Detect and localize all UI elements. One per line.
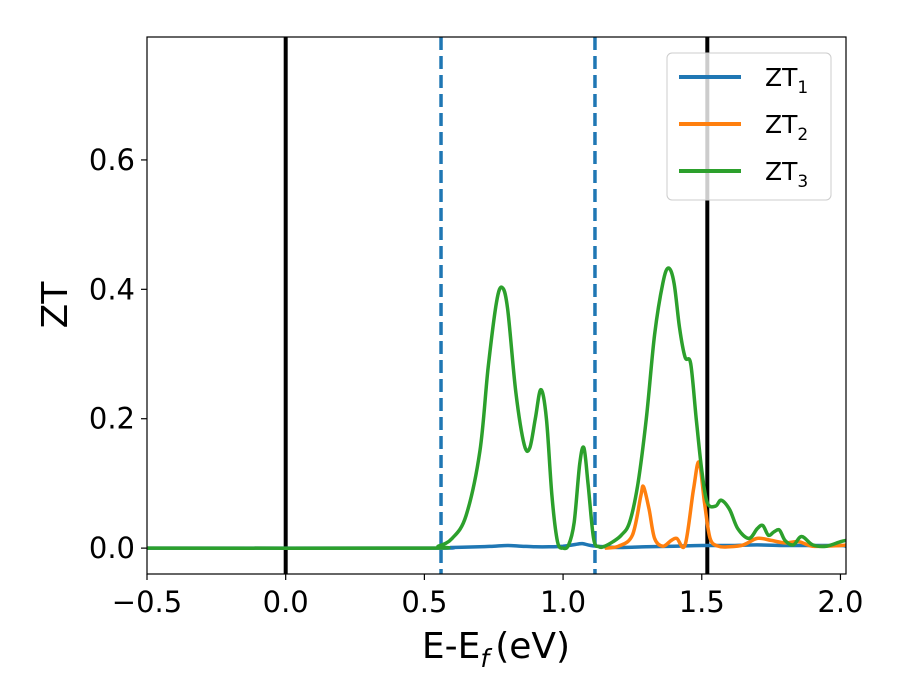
y-axis: 0.0 0.2 0.4 0.6 (89, 143, 147, 565)
y-tick-label: 0.0 (89, 531, 135, 565)
x-tick-label: 0.0 (263, 585, 309, 619)
series-line-zt1 (146, 541, 847, 550)
x-tick-label: −0.5 (112, 585, 182, 619)
series-line-zt3 (146, 266, 847, 551)
legend-label-zt2: ZT2 (765, 110, 808, 145)
x-tick-label: 2.0 (817, 585, 863, 619)
x-tick-label: 1.0 (540, 585, 586, 619)
x-tick-label: 0.5 (401, 585, 447, 619)
plot-frame (146, 36, 847, 575)
y-axis-title: ZT (35, 281, 76, 329)
x-tick-label: 1.5 (679, 585, 725, 619)
legend-box (666, 52, 832, 201)
y-tick-label: 0.6 (89, 143, 135, 177)
y-tick-label: 0.2 (89, 402, 135, 436)
legend-label-zt1: ZT1 (765, 63, 808, 98)
legend-label-zt3: ZT3 (765, 157, 808, 192)
legend: ZT1 ZT2 ZT3 (666, 52, 832, 201)
series-lines (146, 266, 847, 551)
y-tick-label: 0.4 (89, 272, 135, 306)
series-line-zt2 (604, 460, 847, 550)
x-axis: −0.5 0.0 0.5 1.0 1.5 2.0 (112, 574, 864, 619)
x-axis-title: E-Ef (eV) (422, 626, 570, 673)
